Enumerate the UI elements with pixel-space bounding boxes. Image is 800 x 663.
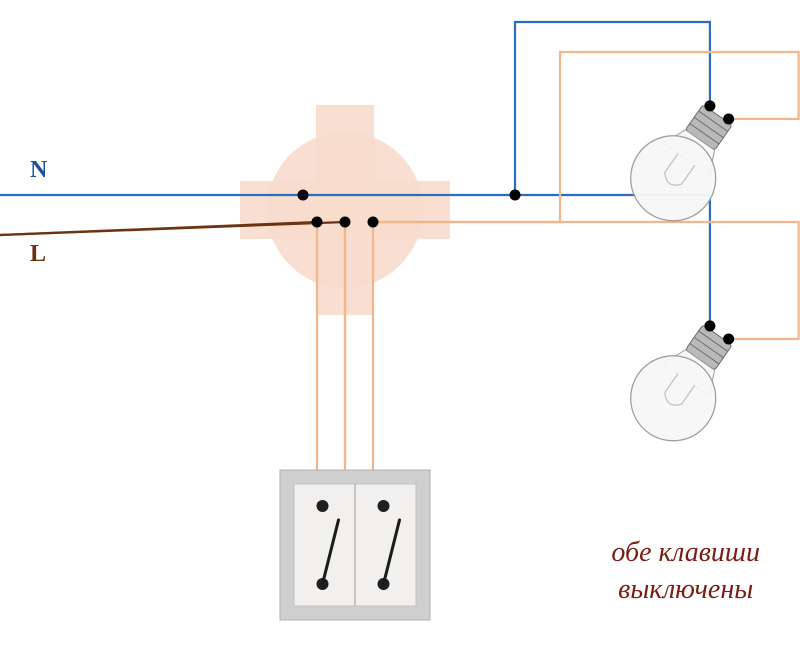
state-caption: обе клавиши выключены	[611, 535, 760, 608]
line-label: L	[30, 241, 46, 268]
neutral-label: N	[30, 157, 47, 184]
caption-line-2: выключены	[618, 574, 753, 605]
caption-line-1: обе клавиши	[611, 537, 760, 568]
